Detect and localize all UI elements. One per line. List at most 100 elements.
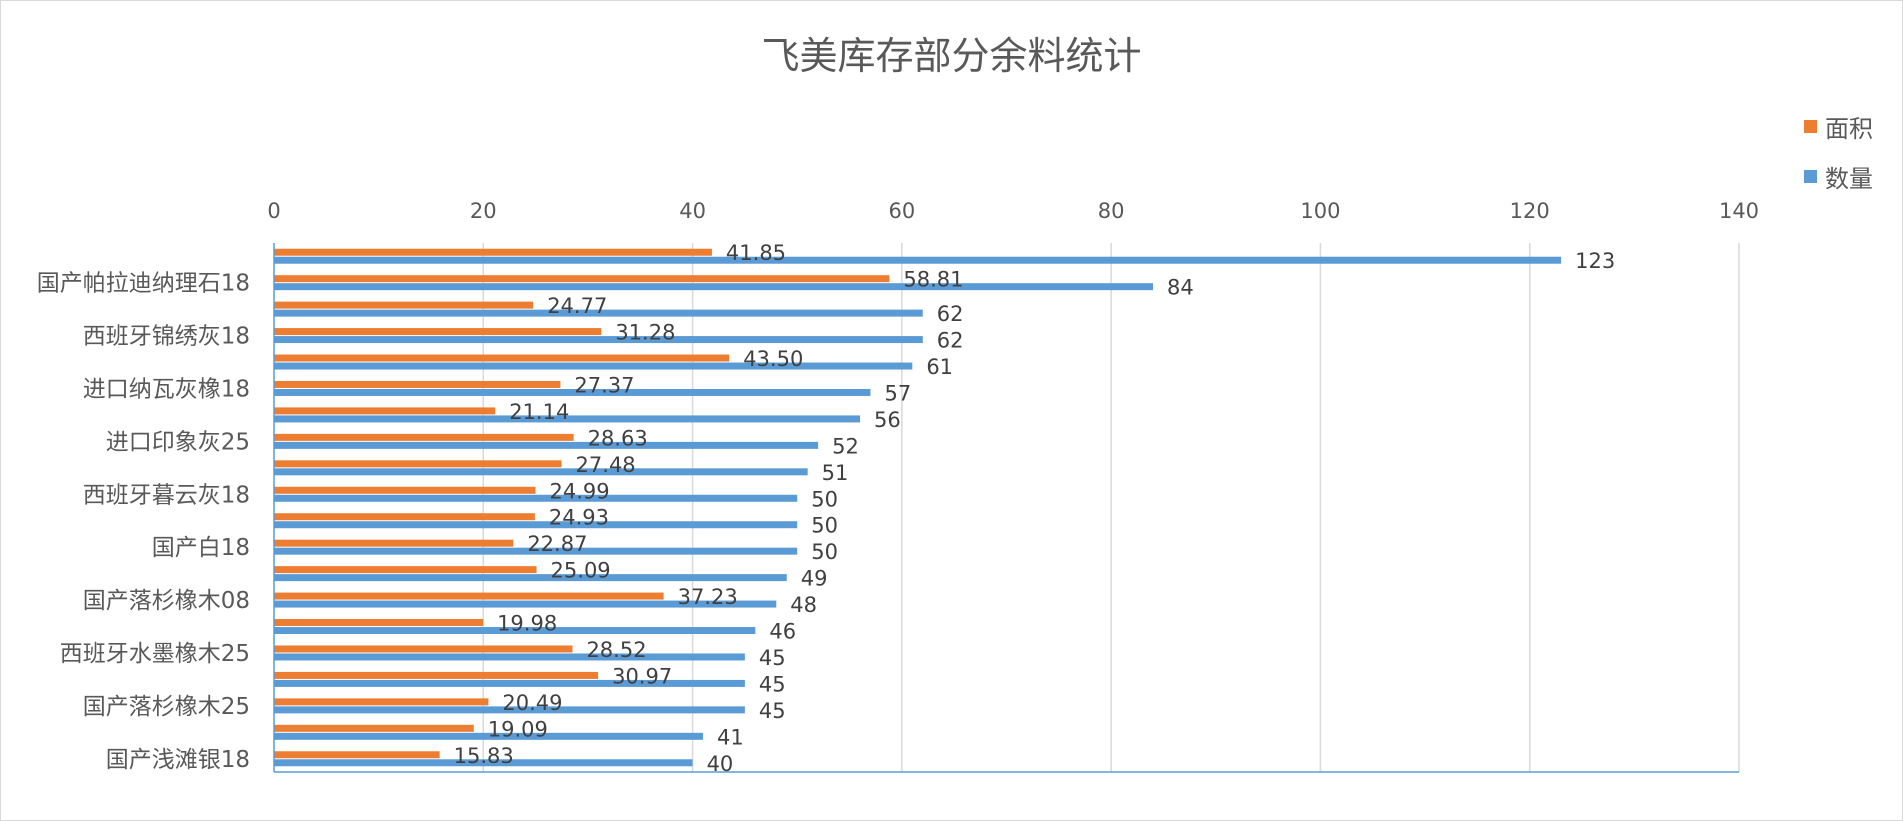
data-label-area: 28.52 (586, 638, 646, 662)
legend-swatch-area (1804, 119, 1817, 133)
bar-count (274, 759, 693, 767)
data-label-area: 41.85 (726, 241, 786, 265)
bar-count (274, 441, 819, 449)
bar-count (274, 336, 923, 344)
bar-count (274, 521, 798, 529)
bar-count (274, 494, 798, 502)
bar-count (274, 468, 808, 476)
data-label-area: 24.99 (550, 479, 610, 503)
data-label-count: 46 (769, 620, 796, 644)
data-label-count: 45 (759, 646, 786, 670)
data-label-count: 61 (926, 355, 953, 379)
data-label-area: 25.09 (551, 559, 611, 583)
category-label: 国产帕拉迪纳理石18 (37, 271, 250, 297)
legend-label-count: 数量 (1825, 164, 1873, 193)
bar-area (274, 460, 562, 468)
bar-area (274, 486, 536, 494)
bar-area (274, 433, 574, 441)
data-label-area: 37.23 (678, 585, 738, 609)
category-label: 国产浅滩银18 (106, 747, 250, 773)
bar-area (274, 751, 440, 759)
data-label-area: 24.93 (549, 506, 609, 530)
bar-area (274, 566, 537, 574)
data-label-count: 62 (937, 302, 964, 326)
bar-area (274, 539, 514, 547)
data-label-area: 28.63 (588, 426, 648, 450)
data-label-area: 20.49 (502, 691, 562, 715)
legend-item-area: 面积 (1804, 101, 1873, 151)
category-label: 进口纳瓦灰橡18 (83, 376, 250, 402)
data-label-count: 45 (759, 672, 786, 696)
bar-count (274, 627, 756, 635)
bar-count (274, 362, 913, 370)
bar-count (274, 732, 704, 740)
data-label-count: 56 (874, 408, 901, 432)
data-label-count: 45 (759, 699, 786, 723)
legend-label-area: 面积 (1825, 114, 1873, 143)
data-label-area: 27.37 (574, 373, 634, 397)
bar-count (274, 706, 745, 714)
category-label: 西班牙锦绣灰18 (83, 324, 250, 350)
data-label-area: 27.48 (576, 453, 636, 477)
data-label-area: 30.97 (612, 664, 672, 688)
axes: 0 20 40 60 80 100 120 140 国产帕拉迪纳理石18 西班牙锦绣灰18 进口纳瓦… (37, 199, 1759, 773)
legend-item-count: 数量 (1804, 151, 1873, 201)
data-label-area: 31.28 (615, 321, 675, 345)
bar-area (274, 513, 535, 521)
data-label-area: 19.09 (488, 717, 548, 741)
data-label-area: 21.14 (509, 400, 569, 424)
legend-swatch-count (1804, 169, 1817, 183)
data-label-area: 19.98 (497, 612, 557, 636)
bar-area (274, 619, 484, 627)
bar-area (274, 248, 712, 256)
data-label-area: 24.77 (547, 294, 607, 318)
chart-title: 飞美库存部分余料统计 (761, 34, 1142, 78)
bar-count (274, 283, 1153, 291)
legend: 面积 数量 (1804, 101, 1873, 201)
bar-area (274, 354, 730, 362)
bar-count (274, 388, 871, 396)
x-tick-label: 120 (1510, 199, 1550, 223)
data-label-count: 50 (811, 514, 838, 538)
category-label: 国产白18 (152, 535, 250, 561)
bars (274, 248, 1562, 767)
bar-area (274, 645, 573, 653)
bar-count (274, 653, 745, 661)
data-label-area: 43.50 (743, 347, 803, 371)
data-label-count: 51 (822, 461, 849, 485)
x-tick-label: 20 (470, 199, 497, 223)
bar-count (274, 415, 860, 423)
bar-count (274, 309, 923, 317)
data-label-count: 48 (790, 593, 817, 617)
bar-count (274, 256, 1562, 264)
category-label: 西班牙暮云灰18 (83, 482, 250, 508)
data-label-count: 57 (884, 381, 911, 405)
data-label-area: 58.81 (903, 268, 963, 292)
x-tick-label: 60 (888, 199, 915, 223)
category-label: 进口印象灰25 (106, 429, 250, 455)
bar-count (274, 600, 777, 608)
bar-area (274, 698, 489, 706)
x-tick-label: 140 (1719, 199, 1759, 223)
data-label-count: 62 (937, 329, 964, 353)
bar-area (274, 592, 664, 600)
category-label: 国产落杉橡木08 (83, 588, 250, 614)
data-label-count: 49 (801, 567, 828, 591)
bar-count (274, 547, 798, 555)
bar-area (274, 724, 474, 732)
data-label-count: 52 (832, 434, 859, 458)
bar-area (274, 407, 496, 415)
data-label-count: 84 (1167, 276, 1194, 300)
x-tick-label: 40 (679, 199, 706, 223)
bar-area (274, 380, 561, 388)
category-label: 国产落杉橡木25 (83, 694, 250, 720)
data-label-count: 41 (717, 725, 744, 749)
x-tick-label: 80 (1098, 199, 1125, 223)
data-label-area: 15.83 (454, 744, 514, 768)
bar-area (274, 671, 599, 679)
bar-area (274, 301, 534, 309)
category-label: 西班牙水墨橡木25 (60, 641, 250, 667)
data-labels: 41.85 123 58.81 84 24.77 62 31.28 62 43.50 61 27.3… (454, 241, 1616, 776)
